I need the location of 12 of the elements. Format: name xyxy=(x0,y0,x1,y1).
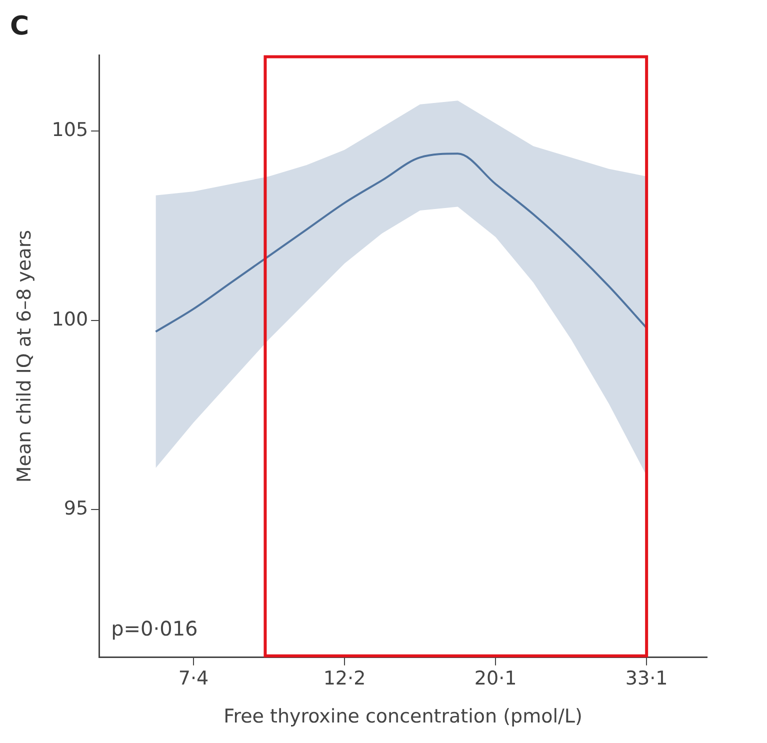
x-axis-title: Free thyroxine concentration (pmol/L) xyxy=(224,706,582,728)
x-tick-label: 20·1 xyxy=(474,668,517,690)
y-tick-label: 100 xyxy=(52,308,88,330)
x-tick-label: 33·1 xyxy=(625,668,668,690)
y-axis-title: Mean child IQ at 6–8 years xyxy=(13,230,36,483)
line-series xyxy=(154,152,648,333)
chart-title: C xyxy=(10,11,30,42)
annotation: p=0·016 xyxy=(111,616,198,640)
x-tick-label: 7·4 xyxy=(178,668,209,690)
x-tick-label: 12·2 xyxy=(323,668,366,690)
y-tick-label: 95 xyxy=(64,498,88,520)
y-tick-label: 105 xyxy=(52,118,88,141)
